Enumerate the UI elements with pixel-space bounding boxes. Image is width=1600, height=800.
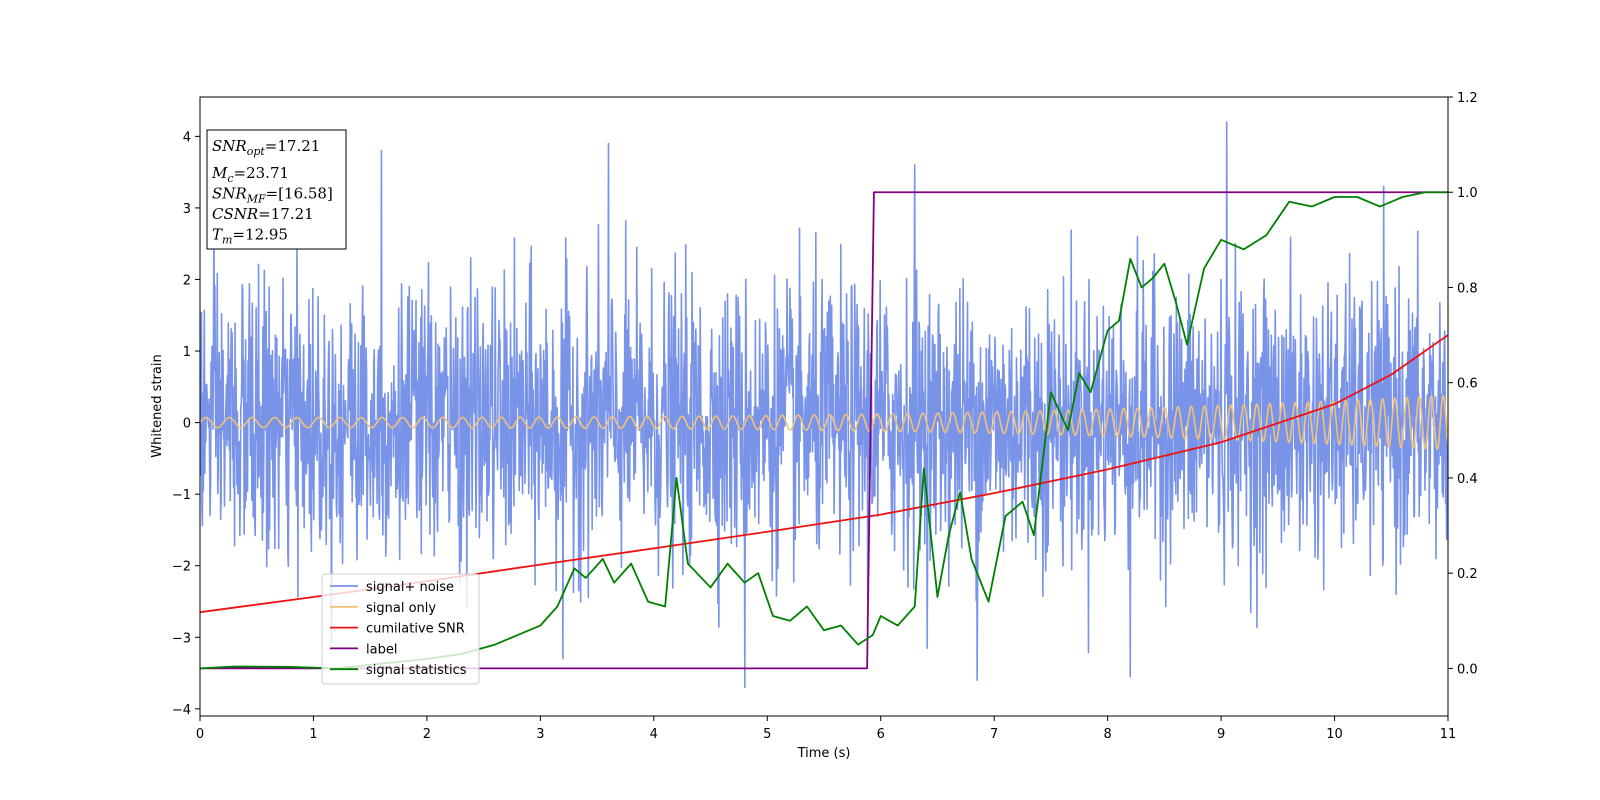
- annotation-line: SNRMF=[16.58]: [212, 185, 333, 206]
- x-tick-label: 10: [1326, 727, 1343, 742]
- x-tick-label: 11: [1440, 727, 1457, 742]
- x-tick-label: 6: [877, 727, 885, 742]
- y2-tick-label: 1.0: [1457, 186, 1478, 201]
- x-tick-label: 7: [990, 727, 998, 742]
- y-axis-left: −4 −3 −2 −1 0 1 2 3 4: [172, 130, 200, 718]
- y-tick-label: −4: [172, 703, 191, 718]
- series-line-signal-statistics: [200, 191, 1448, 670]
- annotation-frame: [206, 129, 347, 250]
- legend-label: label: [366, 642, 397, 657]
- y-tick-label: 1: [183, 345, 191, 360]
- x-tick-label: 4: [650, 727, 658, 742]
- y-tick-label: −1: [172, 488, 191, 503]
- y2-tick-label: 0.8: [1457, 281, 1478, 296]
- x-axis-label: Time (s): [797, 746, 851, 761]
- series-line-label: [200, 191, 1448, 670]
- annotation-line: CSNR=17.21: [212, 205, 314, 223]
- annotation-line: Tm=12.95: [212, 226, 288, 247]
- x-tick-label: 8: [1103, 727, 1111, 742]
- plot-frame: [199, 96, 1449, 717]
- annotation-line: Mc=23.71: [211, 164, 289, 185]
- y-tick-label: 3: [183, 202, 191, 217]
- y-tick-label: −2: [172, 560, 191, 575]
- y2-tick-label: 0.2: [1457, 567, 1478, 582]
- annotation-box: SNRopt=17.21 Mc=23.71SNRMF=[16.58]CSNR=17…: [206, 129, 347, 250]
- y-tick-label: 4: [183, 130, 191, 145]
- y-tick-label: −3: [172, 631, 191, 646]
- x-tick-label: 2: [423, 727, 431, 742]
- x-tick-label: 0: [196, 727, 204, 742]
- legend-label: signal only: [366, 601, 436, 616]
- x-tick-label: 1: [309, 727, 317, 742]
- legend-label: signal+ noise: [366, 580, 454, 595]
- x-tick-label: 5: [763, 727, 771, 742]
- y2-tick-label: 0.0: [1457, 662, 1478, 677]
- legend-frame: [321, 573, 480, 685]
- series-line-signal-noise: [200, 121, 1448, 689]
- y-tick-label: 2: [183, 273, 191, 288]
- annotation-line: SNRopt=17.21: [212, 137, 320, 158]
- x-axis: 0 1 2 3 4 5 6 7 8 9 10 11: [196, 716, 1456, 742]
- x-tick-label: 9: [1217, 727, 1225, 742]
- legend-label: cumilative SNR: [366, 622, 465, 637]
- y2-tick-label: 1.2: [1457, 91, 1478, 106]
- x-tick-label: 3: [536, 727, 544, 742]
- legend: signal+ noise signal only cumilative SNR la…: [321, 573, 480, 685]
- y2-tick-label: 0.4: [1457, 472, 1478, 487]
- y2-tick-label: 0.6: [1457, 377, 1478, 392]
- y-axis-right: 0.0 0.2 0.4 0.6 0.8 1.0 1.2: [1448, 91, 1478, 677]
- y-axis-label: Whitened strain: [150, 354, 165, 457]
- y-tick-label: 0: [183, 417, 191, 432]
- series-line-signal-only: [200, 394, 1448, 450]
- legend-label: signal statistics: [366, 663, 467, 678]
